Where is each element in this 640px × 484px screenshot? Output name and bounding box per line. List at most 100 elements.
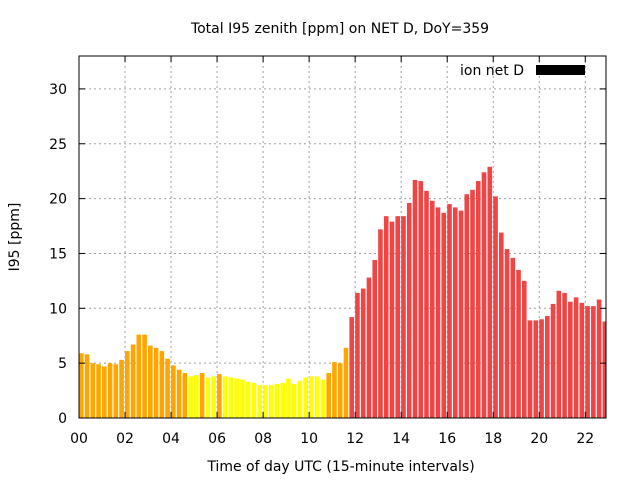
bar	[79, 353, 84, 418]
bar	[470, 189, 475, 418]
chart-title: Total I95 zenith [ppm] on NET D, DoY=359	[190, 21, 489, 37]
y-tick-label: 15	[49, 246, 67, 262]
y-tick-label: 20	[49, 192, 67, 208]
bar	[84, 354, 90, 418]
bar	[286, 378, 291, 418]
bar	[291, 383, 297, 418]
bar	[602, 321, 606, 418]
bar	[522, 280, 527, 418]
bar	[320, 379, 326, 418]
x-tick-label: 16	[438, 431, 456, 447]
bar	[550, 303, 556, 418]
y-axis-ticks: 0 5 10 15 20 25 30	[49, 82, 606, 427]
bar	[447, 204, 452, 418]
bar	[510, 257, 516, 418]
legend-swatch	[536, 65, 585, 75]
bar	[234, 378, 239, 418]
bar	[337, 363, 343, 418]
bar	[383, 216, 389, 418]
bar	[205, 377, 211, 418]
bar	[360, 288, 366, 418]
y-tick-label: 10	[49, 301, 67, 317]
bar	[107, 363, 113, 418]
y-tick-label: 0	[58, 411, 67, 427]
bar	[211, 376, 216, 418]
x-axis-ticks: 00 02 04 06 08 10 12 14 16 18 20 22	[70, 56, 594, 447]
x-tick-label: 10	[300, 431, 318, 447]
bar	[199, 373, 205, 418]
bar	[418, 181, 424, 418]
bar	[533, 320, 539, 418]
bar	[217, 374, 222, 418]
bar	[591, 306, 596, 418]
bar	[257, 385, 262, 418]
bar	[188, 376, 193, 418]
bar	[268, 385, 274, 418]
x-tick-label: 00	[70, 431, 88, 447]
bar	[113, 364, 119, 418]
bar	[136, 334, 142, 418]
bar	[326, 373, 331, 418]
bar	[498, 232, 504, 418]
bar	[90, 363, 96, 418]
x-tick-label: 04	[162, 431, 180, 447]
bar	[585, 306, 590, 418]
bar	[366, 277, 372, 418]
bars	[79, 166, 606, 418]
bar	[343, 347, 349, 418]
plot-frame	[78, 55, 607, 419]
bar	[303, 377, 308, 418]
bar	[452, 207, 458, 418]
x-tick-label: 20	[530, 431, 548, 447]
bar	[435, 207, 441, 418]
bar	[125, 351, 130, 418]
bar	[194, 375, 199, 418]
bar	[102, 366, 107, 418]
bar	[406, 202, 412, 418]
x-tick-label: 22	[576, 431, 594, 447]
legend: ion net D	[460, 63, 585, 79]
legend-label: ion net D	[460, 63, 524, 79]
bar	[527, 320, 533, 418]
y-axis-label: I95 [ppm]	[7, 203, 23, 272]
bar	[251, 382, 257, 418]
bar	[475, 181, 481, 418]
bar	[389, 221, 395, 418]
bar	[182, 373, 188, 418]
bar	[176, 369, 182, 418]
bar	[171, 365, 176, 418]
bar	[355, 292, 360, 418]
x-tick-label: 08	[254, 431, 272, 447]
x-tick-label: 14	[392, 431, 410, 447]
bar	[245, 381, 251, 418]
x-tick-label: 18	[484, 431, 502, 447]
bar	[545, 315, 550, 418]
x-tick-label: 06	[208, 431, 226, 447]
bar	[153, 347, 159, 418]
bar	[556, 290, 562, 418]
bar	[504, 249, 510, 418]
bar	[579, 302, 585, 418]
bar	[573, 297, 579, 418]
bar	[412, 179, 418, 418]
bar	[349, 317, 355, 418]
bar	[372, 260, 378, 418]
bar	[539, 319, 544, 418]
y-tick-label: 30	[49, 82, 67, 98]
bar	[297, 380, 303, 418]
bar	[493, 196, 498, 418]
y-tick-label: 5	[58, 356, 67, 372]
bar	[228, 377, 234, 418]
bar	[378, 229, 383, 418]
bar	[395, 216, 401, 418]
x-tick-label: 12	[346, 431, 364, 447]
bar	[424, 190, 429, 418]
bar	[401, 216, 406, 418]
bar	[159, 351, 165, 418]
bar	[222, 376, 228, 418]
bar	[516, 269, 521, 418]
bar	[240, 379, 245, 418]
bar	[464, 194, 470, 418]
bar	[165, 358, 170, 418]
